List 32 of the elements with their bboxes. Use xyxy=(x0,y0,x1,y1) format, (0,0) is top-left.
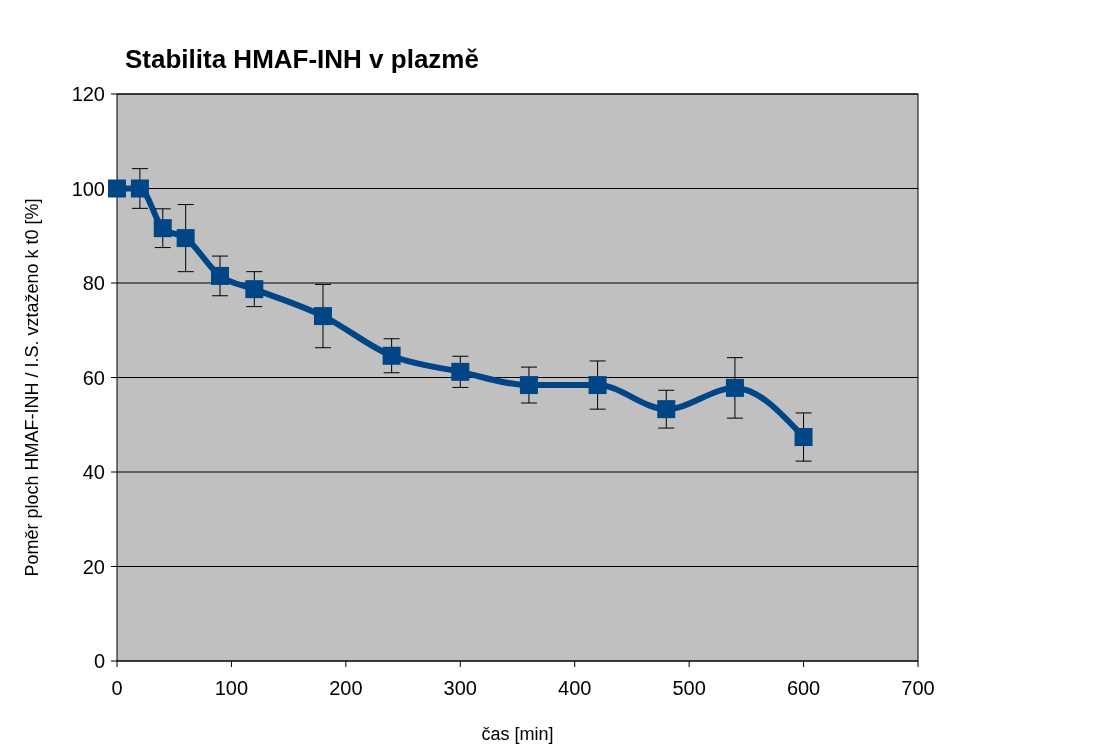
x-tick-label: 0 xyxy=(111,677,123,699)
y-tick-label: 60 xyxy=(82,366,105,389)
x-tick-label: 600 xyxy=(786,677,821,699)
chart-title: Stabilita HMAF-INH v plazmě xyxy=(125,44,479,74)
y-tick-label: 40 xyxy=(82,461,105,483)
point xyxy=(794,428,813,447)
y-tick-label: 120 xyxy=(71,83,105,105)
point xyxy=(153,219,172,238)
x-tick-label: 700 xyxy=(901,677,935,699)
x-tick-label: 200 xyxy=(329,677,363,699)
x-tick-label: 300 xyxy=(443,677,477,699)
x-axis-title: čas [min] xyxy=(481,724,554,744)
y-tick-label: 100 xyxy=(71,177,105,200)
point xyxy=(313,307,332,326)
point xyxy=(519,376,538,395)
point xyxy=(176,229,195,248)
point xyxy=(451,362,470,381)
point xyxy=(210,266,229,285)
y-tick-label: 0 xyxy=(93,650,105,672)
point xyxy=(245,280,264,299)
x-tick-label: 500 xyxy=(672,677,706,699)
point xyxy=(382,346,401,365)
x-tick-label: 100 xyxy=(214,677,249,699)
point xyxy=(588,376,607,395)
y-tick-label: 20 xyxy=(82,555,105,578)
point xyxy=(657,400,676,419)
y-axis-title: Poměr ploch HMAF-INH / I.S. vztaženo k t0 [%] xyxy=(22,198,42,577)
point xyxy=(108,179,126,198)
x-tick-label: 400 xyxy=(558,677,592,699)
point xyxy=(725,378,744,397)
y-tick-label: 80 xyxy=(82,272,105,294)
point xyxy=(130,179,149,198)
